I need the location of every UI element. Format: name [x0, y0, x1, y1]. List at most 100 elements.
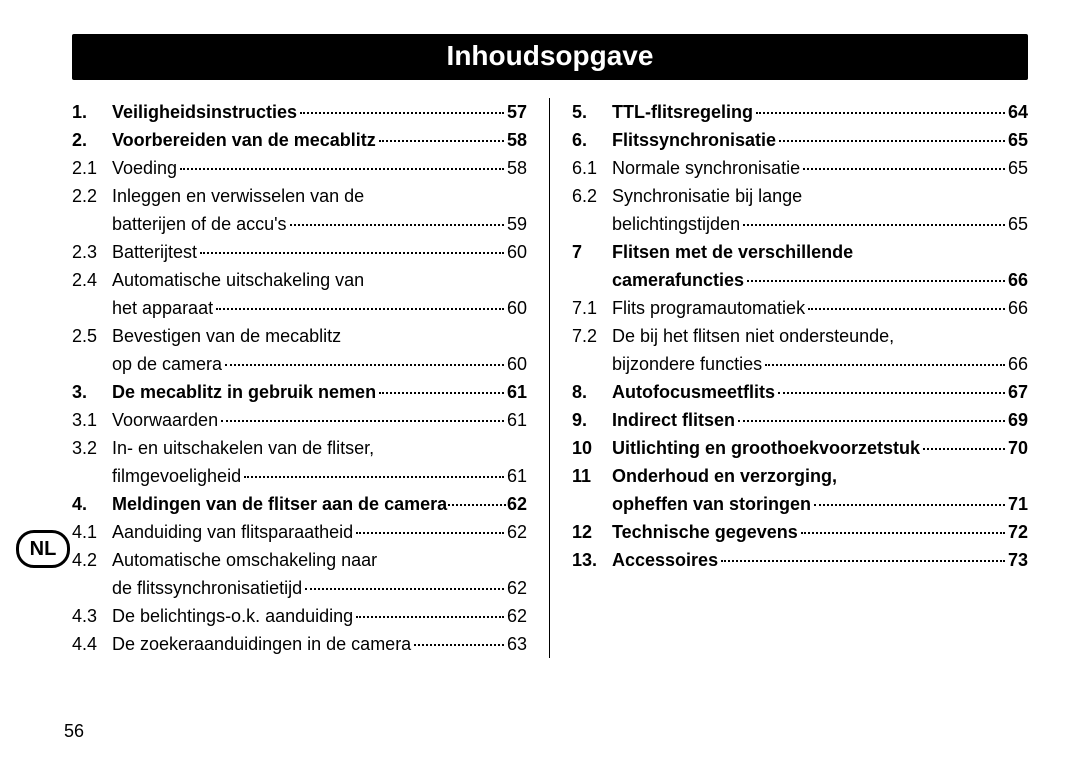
toc-entry-text: Accessoires: [612, 546, 718, 574]
toc-entry-text: filmgevoeligheid: [112, 462, 241, 490]
toc-entry-text: De bij het flitsen niet ondersteunde,: [612, 322, 894, 350]
toc-entry-number: 8.: [572, 378, 612, 406]
toc-entry-text: Automatische uitschakeling van: [112, 266, 364, 294]
toc-entry-number: 3.2: [72, 434, 112, 462]
toc-entry: 3.1Voorwaarden 61: [72, 406, 527, 434]
toc-leader-dots: [778, 392, 1005, 394]
toc-entry-page: 67: [1008, 378, 1028, 406]
toc-leader-dots: [743, 224, 1005, 226]
toc-entry: 7.2De bij het flitsen niet ondersteunde,: [572, 322, 1028, 350]
toc-entry-text: Technische gegevens: [612, 518, 798, 546]
toc-leader-dots: [738, 420, 1005, 422]
toc-entry-page: 58: [507, 154, 527, 182]
toc-entry: 4.4De zoekeraanduidingen in de camera 63: [72, 630, 527, 658]
toc-entry: 4.1Aanduiding van flitsparaatheid62: [72, 518, 527, 546]
toc-entry-number: 7.2: [572, 322, 612, 350]
toc-entry: 7.1Flits programautomatiek66: [572, 294, 1028, 322]
toc-entry-number: 2.1: [72, 154, 112, 182]
toc-leader-dots: [200, 252, 504, 254]
toc-entry: batterijen of de accu's59: [72, 210, 527, 238]
toc-entry: 2.Voorbereiden van de mecablitz58: [72, 126, 527, 154]
toc-entry-text: belichtingstijden: [612, 210, 740, 238]
toc-entry-number: 9.: [572, 406, 612, 434]
toc-entry: 8.Autofocusmeetflits 67: [572, 378, 1028, 406]
toc-entry-page: 73: [1008, 546, 1028, 574]
toc-leader-dots: [305, 588, 504, 590]
toc-leader-dots: [765, 364, 1005, 366]
toc-entry: 2.1Voeding58: [72, 154, 527, 182]
toc-entry: 5.TTL-flitsregeling64: [572, 98, 1028, 126]
toc-entry: 3.De mecablitz in gebruik nemen61: [72, 378, 527, 406]
toc-entry: camerafuncties66: [572, 266, 1028, 294]
toc-entry-page: 70: [1008, 434, 1028, 462]
toc-entry: 1.Veiligheidsinstructies57: [72, 98, 527, 126]
toc-entry-page: 61: [507, 462, 527, 490]
toc-entry: 3.2In- en uitschakelen van de flitser,: [72, 434, 527, 462]
toc-leader-dots: [244, 476, 504, 478]
toc-entry-page: 62: [507, 602, 527, 630]
toc-entry-number: 4.1: [72, 518, 112, 546]
toc-entry-text: De zoekeraanduidingen in de camera: [112, 630, 411, 658]
toc-leader-dots: [747, 280, 1005, 282]
toc-leader-dots: [808, 308, 1005, 310]
toc-leader-dots: [300, 112, 504, 114]
toc-leader-dots: [721, 560, 1005, 562]
toc-entry-number: 2.4: [72, 266, 112, 294]
toc-entry-text: de flitssynchronisatietijd: [112, 574, 302, 602]
toc-leader-dots: [923, 448, 1005, 450]
toc-entry: 10Uitlichting en groothoekvoorzetstuk70: [572, 434, 1028, 462]
toc-entry-text: Indirect flitsen: [612, 406, 735, 434]
toc-entry: 4.Meldingen van de flitser aan de camera…: [72, 490, 527, 518]
toc-entry-text: camerafuncties: [612, 266, 744, 294]
toc-entry-text: bijzondere functies: [612, 350, 762, 378]
toc-entry: 4.2Automatische omschakeling naar: [72, 546, 527, 574]
toc-leader-dots: [379, 140, 504, 142]
toc-leader-dots: [779, 140, 1005, 142]
toc-entry: 12Technische gegevens72: [572, 518, 1028, 546]
toc-entry-number: 4.4: [72, 630, 112, 658]
toc-leader-dots: [803, 168, 1005, 170]
toc-entry-number: 3.1: [72, 406, 112, 434]
toc-leader-dots: [379, 392, 504, 394]
toc-entry: belichtingstijden65: [572, 210, 1028, 238]
toc-entry: 13.Accessoires 73: [572, 546, 1028, 574]
toc-entry: bijzondere functies66: [572, 350, 1028, 378]
toc-entry-number: 7.1: [572, 294, 612, 322]
toc-entry-page: 72: [1008, 518, 1028, 546]
toc-entry-page: 71: [1008, 490, 1028, 518]
toc-leader-dots: [356, 532, 504, 534]
toc-entry-text: Voorwaarden: [112, 406, 218, 434]
toc-entry-number: 11: [572, 462, 612, 490]
toc-entry-page: 69: [1008, 406, 1028, 434]
toc-entry: 6.1Normale synchronisatie 65: [572, 154, 1028, 182]
toc-entry-text: Flitssynchronisatie: [612, 126, 776, 154]
toc-entry: 4.3De belichtings-o.k. aanduiding62: [72, 602, 527, 630]
toc-entry-number: 6.1: [572, 154, 612, 182]
toc-entry: op de camera60: [72, 350, 527, 378]
toc-entry-page: 61: [507, 406, 527, 434]
toc-entry-text: Uitlichting en groothoekvoorzetstuk: [612, 434, 920, 462]
toc-entry-text: Automatische omschakeling naar: [112, 546, 377, 574]
toc-entry-page: 59: [507, 210, 527, 238]
toc-column-right: 5.TTL-flitsregeling646.Flitssynchronisat…: [550, 98, 1028, 658]
toc-entry-number: 6.: [572, 126, 612, 154]
toc-leader-dots: [756, 112, 1005, 114]
toc-entry-text: Flitsen met de verschillende: [612, 238, 853, 266]
toc-column-left: 1.Veiligheidsinstructies572.Voorbereiden…: [72, 98, 550, 658]
toc-entry-text: Autofocusmeetflits: [612, 378, 775, 406]
toc-entry-page: 63: [507, 630, 527, 658]
toc-entry-number: 4.2: [72, 546, 112, 574]
title-bar: Inhoudsopgave: [72, 34, 1028, 80]
toc-entry-text: op de camera: [112, 350, 222, 378]
toc-entry-text: De mecablitz in gebruik nemen: [112, 378, 376, 406]
toc-entry-page: 61: [507, 378, 527, 406]
toc-entry-text: Normale synchronisatie: [612, 154, 800, 182]
toc-entry: 11Onderhoud en verzorging,: [572, 462, 1028, 490]
toc-leader-dots: [814, 504, 1005, 506]
toc-leader-dots: [801, 532, 1005, 534]
toc-entry-number: 13.: [572, 546, 612, 574]
toc-entry-page: 65: [1008, 154, 1028, 182]
toc-leader-dots: [290, 224, 504, 226]
toc-entry-number: 7: [572, 238, 612, 266]
toc-entry-number: 2.3: [72, 238, 112, 266]
